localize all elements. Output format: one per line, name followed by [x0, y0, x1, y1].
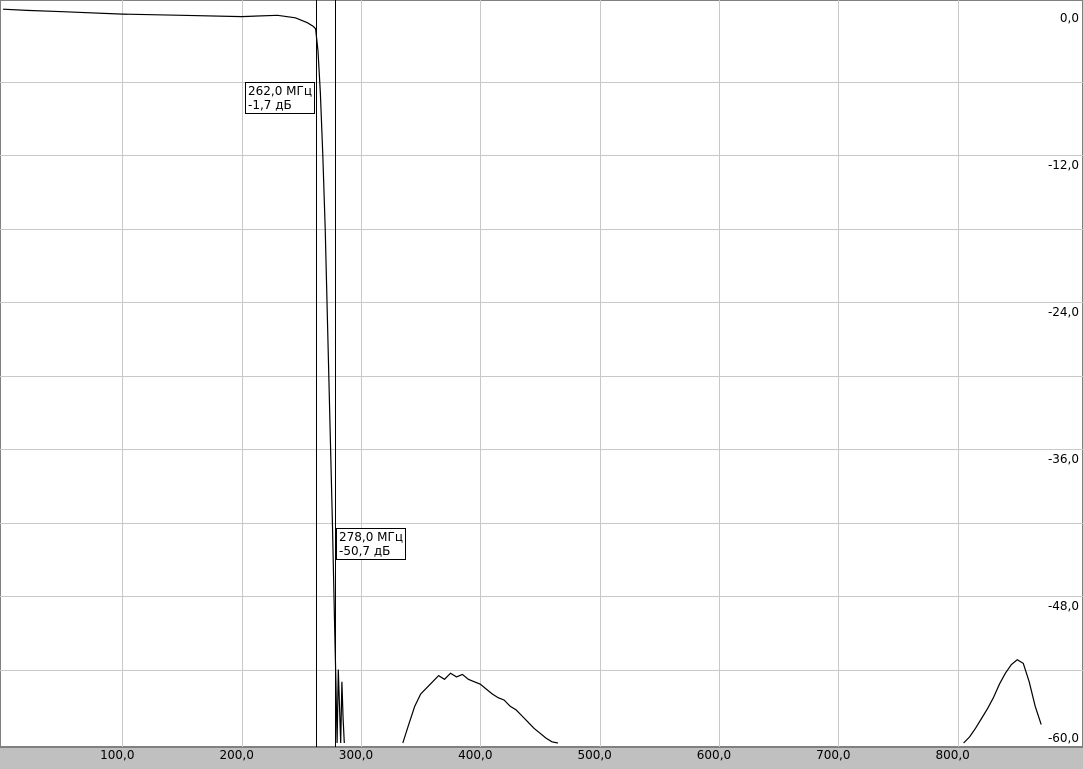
x-tick-label: 100,0 [100, 748, 135, 762]
cursor-2-level: -50,7 дБ [339, 544, 391, 558]
x-tick-label: 400,0 [458, 748, 493, 762]
trace-segment-2 [963, 658, 1042, 744]
y-tick-label: -12,0 [1047, 158, 1079, 172]
cursor-1-level: -1,7 дБ [247, 98, 292, 112]
plot-background [0, 0, 1083, 747]
x-tick-label: 600,0 [696, 748, 732, 762]
y-tick-label: 0,0 [1059, 11, 1079, 25]
cursor-2-frequency: 278,0 МГц [339, 530, 404, 544]
trace-segment-1 [402, 672, 559, 744]
x-tick-label: 300,0 [338, 748, 374, 762]
x-axis-strip [0, 747, 1083, 769]
y-tick-label: -36,0 [1047, 452, 1079, 466]
cursor-1-readout: 262,0 МГц -1,7 дБ [244, 82, 315, 114]
x-tick-label: 800,0 [935, 748, 970, 762]
y-tick-label: -24,0 [1047, 305, 1079, 319]
cursor-1-frequency: 262,0 МГц [247, 84, 312, 98]
y-tick-label: -60,0 [1047, 731, 1079, 745]
x-tick-label: 200,0 [219, 748, 254, 762]
trace-segment-0 [2, 8, 345, 744]
x-tick-label: 700,0 [816, 748, 851, 762]
plot-area[interactable] [0, 0, 1083, 747]
x-tick-label: 500,0 [577, 748, 612, 762]
cursor-2-readout: 278,0 МГц -50,7 дБ [336, 528, 407, 560]
y-tick-label: -48,0 [1047, 599, 1079, 613]
